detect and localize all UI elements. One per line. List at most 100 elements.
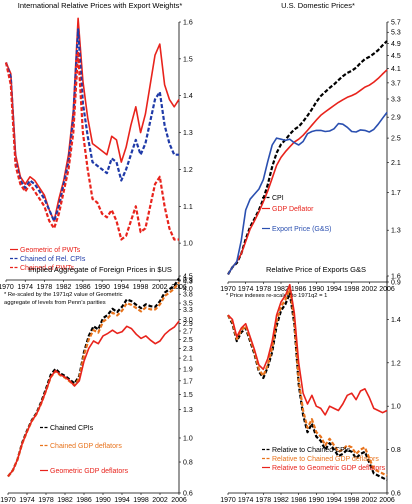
- x-tick-label: 1982: [56, 284, 72, 291]
- y-tick-label: 1.0: [391, 404, 401, 411]
- y-tick-label: 1.4: [183, 93, 193, 100]
- x-tick-label: 1986: [291, 497, 307, 504]
- y-tick-label: 1.2: [391, 360, 401, 367]
- y-tick-label: 2.9: [183, 321, 193, 328]
- x-tick-label: 2006: [171, 497, 187, 504]
- series-line-1: [227, 40, 388, 275]
- y-tick-label: 1.2: [183, 167, 193, 174]
- series-line-1: [5, 17, 180, 222]
- x-tick-label: 1998: [344, 286, 360, 293]
- y-tick-label: 1.6: [391, 274, 401, 281]
- y-tick-label: 4.9: [391, 41, 401, 48]
- x-tick-label: 1998: [133, 497, 149, 504]
- y-tick-label: 5.7: [391, 20, 401, 27]
- chart-title: Implied Aggregate of Foreign Prices in $…: [28, 265, 172, 274]
- y-tick-label: 1.6: [183, 20, 193, 27]
- x-tick-label: 1986: [291, 286, 307, 293]
- y-tick-label: 3.3: [391, 96, 401, 103]
- y-tick-label: 4.5: [391, 53, 401, 60]
- x-tick-label: 1990: [95, 497, 111, 504]
- x-tick-label: 1990: [94, 284, 110, 291]
- legend-label: CPI: [272, 195, 284, 202]
- y-tick-label: 0.9: [183, 278, 193, 285]
- y-tick-label: 2.1: [391, 160, 401, 167]
- x-tick-label: 1994: [326, 286, 342, 293]
- x-tick-label: 1970: [220, 497, 236, 504]
- y-tick-label: 3.3: [183, 307, 193, 314]
- legend-label: GDP Deflator: [272, 206, 314, 213]
- y-tick-label: 2.9: [391, 115, 401, 122]
- y-tick-label: 1.3: [391, 228, 401, 235]
- x-tick-label: 2002: [362, 497, 378, 504]
- y-tick-label: 2.1: [183, 356, 193, 363]
- y-tick-label: 0.6: [391, 491, 401, 498]
- x-tick-label: 1986: [75, 284, 91, 291]
- y-tick-label: 1.1: [183, 204, 193, 211]
- series-line-2: [227, 69, 388, 275]
- y-tick-label: 3.8: [183, 292, 193, 299]
- y-tick-label: 5.3: [391, 30, 401, 37]
- chart-title: International Relative Prices with Expor…: [18, 1, 183, 10]
- y-tick-label: 4.5: [183, 274, 193, 281]
- legend-label: Geometric GDP deflators: [50, 468, 129, 475]
- series-line-3: [4, 50, 179, 241]
- x-tick-label: 1974: [238, 286, 254, 293]
- legend-label: Chained GDP deflators: [50, 443, 122, 450]
- series-line-3: [227, 283, 388, 416]
- y-tick-label: 1.3: [183, 130, 193, 137]
- x-tick-label: 2002: [152, 284, 168, 291]
- y-tick-label: 0.8: [391, 447, 401, 454]
- y-tick-label: 1.7: [391, 190, 401, 197]
- series-line-2: [4, 28, 179, 223]
- series-line-3: [227, 111, 388, 275]
- y-tick-label: 3.7: [391, 80, 401, 87]
- y-tick-label: 1.9: [183, 366, 193, 373]
- chart-footnote: * Re-scaled by the 1971q2 value of Geome…: [4, 292, 123, 298]
- legend-label: Export Price (G&S): [272, 226, 332, 233]
- x-tick-label: 2002: [362, 286, 378, 293]
- x-tick-label: 1998: [133, 284, 149, 291]
- x-tick-label: 1998: [344, 497, 360, 504]
- legend-label: Relative to Chained CPIs: [272, 447, 351, 454]
- x-tick-label: 1978: [256, 497, 272, 504]
- chart-panel-2: U.S. Domestic Prices* 1970 1974 1978 1982 198…: [220, 1, 401, 299]
- y-tick-label: 1.7: [183, 378, 193, 385]
- y-tick-label: 2.3: [183, 346, 193, 353]
- chart-panel-1: International Relative Prices with Expor…: [0, 1, 193, 306]
- chart-panel-3: Implied Aggregate of Foreign Prices in $…: [0, 265, 193, 504]
- legend-label: Chained of PWTs: [20, 265, 75, 272]
- y-tick-label: 4.1: [391, 66, 401, 73]
- x-tick-label: 1982: [57, 497, 73, 504]
- x-tick-label: 1974: [19, 497, 35, 504]
- y-tick-label: 0.6: [183, 491, 193, 498]
- x-tick-label: 1994: [326, 497, 342, 504]
- legend-label: Chained of Rel. CPIs: [20, 256, 86, 263]
- y-tick-label: 1.0: [183, 241, 193, 248]
- chart-footnote: aggregate of levels from Penn's parities: [4, 300, 106, 306]
- y-tick-label: 2.7: [183, 329, 193, 336]
- chart-footnote: * Price indexes re-scaled to 1971q2 = 1: [226, 293, 327, 299]
- x-tick-label: 1978: [37, 284, 53, 291]
- legend-label: Relative to Chained GDP deflators: [272, 456, 379, 463]
- chart-title: Relative Price of Exports G&S: [266, 265, 366, 274]
- y-tick-label: 4.0: [183, 286, 193, 293]
- x-tick-label: 1974: [17, 284, 33, 291]
- x-tick-label: 1982: [273, 286, 289, 293]
- y-tick-label: 1.0: [183, 435, 193, 442]
- legend-label: Chained CPIs: [50, 425, 94, 432]
- y-tick-label: 3.0: [183, 317, 193, 324]
- y-tick-label: 3.5: [183, 301, 193, 308]
- x-tick-label: 1986: [76, 497, 92, 504]
- y-tick-label: 1.5: [183, 56, 193, 63]
- x-tick-label: 1978: [256, 286, 272, 293]
- x-tick-label: 1970: [220, 286, 236, 293]
- x-tick-label: 1978: [38, 497, 54, 504]
- x-tick-label: 1974: [238, 497, 254, 504]
- y-tick-label: 1.5: [183, 392, 193, 399]
- y-tick-label: 1.3: [183, 407, 193, 414]
- y-tick-label: 2.5: [391, 136, 401, 143]
- y-tick-label: 2.5: [183, 337, 193, 344]
- x-tick-label: 1982: [273, 497, 289, 504]
- chart-title: U.S. Domestic Prices*: [281, 1, 355, 10]
